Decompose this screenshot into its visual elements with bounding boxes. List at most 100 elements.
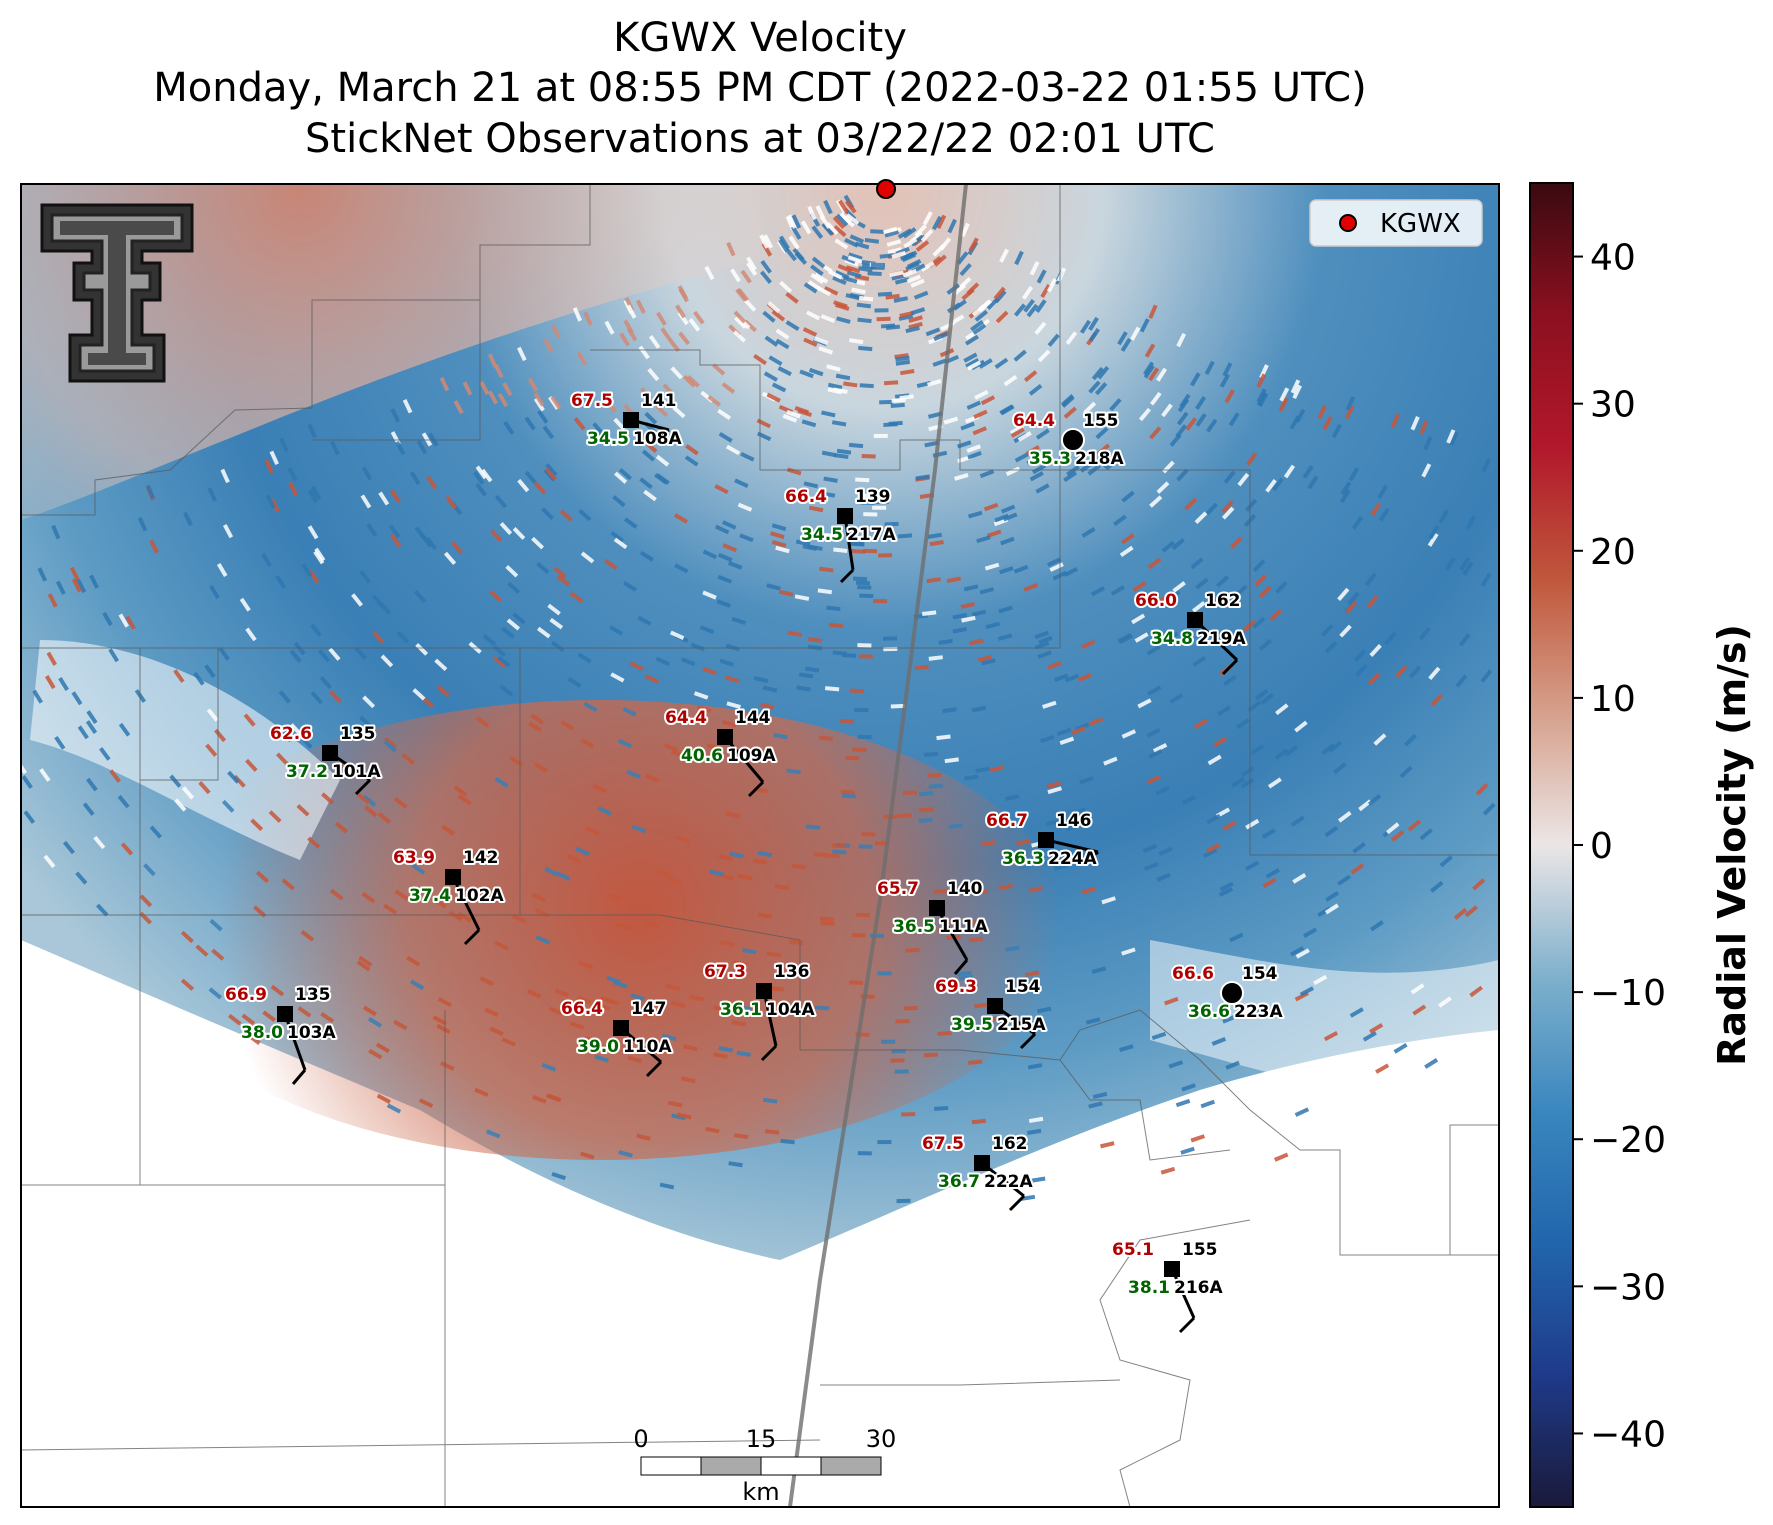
station-217A[interactable]: 66.4 139 34.5 217A [783, 485, 898, 584]
velocity-gate [1190, 1134, 1206, 1143]
velocity-gate [1211, 1036, 1227, 1046]
station-110A[interactable]: 66.4 147 39.0 110A [559, 997, 674, 1078]
station-marker [1220, 981, 1244, 1005]
velocity-gate [843, 381, 858, 388]
station-101A[interactable]: 62.6 135 37.2 101A [268, 722, 383, 796]
velocity-gate [544, 467, 557, 481]
wind-barb [935, 907, 969, 961]
velocity-gate [1324, 903, 1339, 915]
velocity-gate [1325, 890, 1340, 902]
velocity-gate [794, 594, 810, 601]
velocity-gate [432, 1015, 447, 1026]
station-104A[interactable]: 67.3 136 36.1 104A [702, 960, 817, 1062]
velocity-gate [1254, 574, 1267, 587]
velocity-gate [195, 944, 209, 957]
velocity-gate [672, 406, 686, 419]
velocity-gate [362, 695, 376, 709]
velocity-gate [220, 468, 230, 484]
station-218A[interactable]: 64.4 155 35.3 218A [1011, 409, 1126, 471]
velocity-gate [926, 379, 942, 387]
velocity-gate [958, 975, 974, 981]
velocity-gate [1333, 762, 1347, 775]
station-111A[interactable]: 65.7 140 36.5 111A [875, 877, 990, 975]
station-temperature: 66.7 [986, 811, 1028, 831]
velocity-gate [883, 422, 898, 427]
velocity-gate [1158, 846, 1174, 856]
velocity-gate [1156, 872, 1171, 882]
velocity-gate [1079, 776, 1094, 785]
velocity-gate [1088, 380, 1101, 394]
velocity-gate [354, 646, 367, 660]
velocity-gate [440, 1061, 455, 1071]
velocity-gate [860, 500, 875, 506]
velocity-gate [102, 611, 113, 627]
station-108A[interactable]: 67.5 141 34.5 108A [569, 389, 684, 451]
velocity-gate [667, 877, 683, 886]
velocity-gate [1121, 490, 1135, 503]
velocity-gate [270, 984, 285, 997]
radar-velocity-field [21, 184, 1499, 1507]
velocity-gate [910, 307, 926, 316]
velocity-gate [1265, 479, 1277, 493]
station-temperature: 69.3 [935, 977, 977, 997]
velocity-gate [836, 316, 851, 324]
velocity-gate [796, 685, 811, 692]
velocity-gate [406, 955, 421, 967]
velocity-gate [910, 234, 925, 247]
velocity-gate [181, 786, 195, 800]
station-215A[interactable]: 69.3 154 39.5 215A [933, 975, 1048, 1050]
velocity-gate [985, 621, 1001, 630]
station-dewpoint: 36.5 [893, 917, 935, 937]
velocity-gate [833, 547, 848, 554]
velocity-gate [966, 400, 981, 410]
map-subtitle-time: Monday, March 21 at 08:55 PM CDT (2022-0… [153, 65, 1367, 111]
velocity-gate [718, 854, 734, 862]
velocity-gate [614, 471, 628, 484]
station-102A[interactable]: 63.9 142 37.4 102A [391, 846, 506, 946]
velocity-gate [946, 576, 962, 584]
velocity-gate [1439, 855, 1453, 868]
velocity-gate [905, 947, 920, 953]
velocity-gate [771, 523, 787, 532]
velocity-gate [314, 547, 326, 562]
velocity-gate [959, 263, 972, 277]
velocity-gate [1258, 392, 1269, 407]
velocity-gate [769, 985, 785, 992]
velocity-gate [937, 1030, 952, 1036]
station-id: 101A [332, 762, 381, 782]
station-219A[interactable]: 66.0 162 34.8 219A [1133, 589, 1248, 676]
station-222A[interactable]: 67.5 162 36.7 222A [920, 1132, 1035, 1212]
velocity-gate [218, 647, 230, 661]
station-224A[interactable]: 66.7 146 36.3 224A [984, 809, 1099, 871]
station-109A[interactable]: 64.4 144 40.6 109A [663, 706, 778, 798]
station-216A[interactable]: 65.1 155 38.1 216A [1110, 1238, 1225, 1334]
velocity-gate [997, 633, 1013, 641]
velocity-gate [1358, 799, 1372, 812]
velocity-gate [1390, 830, 1405, 842]
velocity-gate [727, 561, 743, 570]
station-temperature: 64.4 [1013, 411, 1055, 431]
velocity-gate [1242, 619, 1257, 632]
velocity-gate [616, 921, 631, 931]
velocity-gate [475, 482, 487, 497]
station-pressure: 136 [774, 962, 810, 982]
station-223A[interactable]: 66.6 154 36.6 223A [1170, 962, 1285, 1024]
station-103A[interactable]: 66.9 135 38.0 103A [223, 983, 338, 1085]
velocity-gate [1034, 641, 1050, 650]
velocity-gate [560, 720, 575, 731]
velocity-gate [849, 980, 864, 985]
velocity-gate [626, 769, 641, 779]
velocity-gate [1026, 1128, 1042, 1135]
velocity-gate [760, 270, 772, 284]
velocity-gate [383, 903, 398, 915]
velocity-gate [1013, 564, 1029, 574]
velocity-gate [802, 327, 818, 337]
velocity-gate [264, 459, 274, 474]
velocity-gate [1317, 404, 1328, 420]
velocity-gate [1137, 698, 1152, 709]
velocity-gate [320, 1012, 335, 1024]
velocity-gate [821, 450, 837, 458]
velocity-gate [855, 477, 870, 483]
velocity-gate [627, 1055, 642, 1064]
velocity-gate [1063, 406, 1077, 419]
